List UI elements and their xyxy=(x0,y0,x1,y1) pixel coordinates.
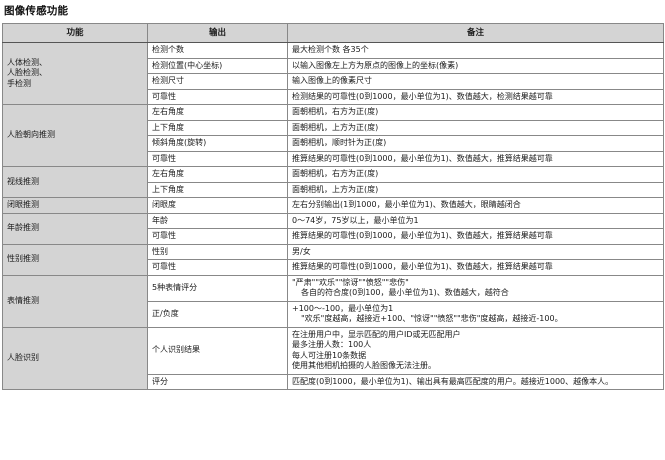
table-row: 性别推测 性别 男/女 xyxy=(2,243,664,276)
remark-cell: 在注册用户中，显示匹配的用户ID或无匹配用户 最多注册人数：100人 每人可注册10… xyxy=(287,326,664,375)
remark-cell: +100～-100，最小单位为1 "欢乐"度越高，越接近+100、"惊讶""愤怒"… xyxy=(287,300,664,328)
table-row: 年龄推测 年龄 0～74岁，75岁以上，最小单位为1 xyxy=(2,212,664,245)
column-header-output: 输出 xyxy=(147,23,288,43)
remark-line: +100～-100，最小单位为1 xyxy=(292,303,394,313)
table-row: 人脸识别 个人识别结果 在注册用户中，显示匹配的用户ID或无匹配用户 最多注册人数：1… xyxy=(2,326,664,390)
remark-line: 使用其他相机拍摄的人脸图像无法注册。 xyxy=(292,361,436,370)
output-cell: 正/负度 xyxy=(147,300,288,328)
output-cell: 上下角度 xyxy=(147,119,288,136)
output-cell: 可靠性 xyxy=(147,228,288,245)
table-row: 可靠性 检测结果的可靠性(0到1000，最小单位为1)、数值越大，检测结果越可靠 xyxy=(3,88,664,105)
table-row: 正/负度 +100～-100，最小单位为1 "欢乐"度越高，越接近+100、"惊讶"… xyxy=(3,300,664,328)
output-cell: 左右角度 xyxy=(147,104,288,121)
remark-cell: 左右分别输出(1到1000，最小单位为1)、数值越大，眼睛越闭合 xyxy=(287,197,664,214)
remark-cell: 推算结果的可靠性(0到1000，最小单位为1)、数值越大，推算结果越可靠 xyxy=(287,150,664,167)
function-cell: 人脸朝向推测 xyxy=(2,104,148,167)
output-cell: 个人识别结果 xyxy=(147,326,288,375)
remark-cell: "严肃""欢乐""惊讶""愤怒""悲伤" 各自的符合度(0到100，最小单位为1)… xyxy=(287,274,664,302)
output-cell: 检测尺寸 xyxy=(147,73,288,90)
remark-cell: 最大检测个数 各35个 xyxy=(287,42,664,59)
table-body: 人体检测、 人脸检测、 手检测 检测个数 最大检测个数 各35个 检测位置(中心坐标)… xyxy=(2,42,664,390)
table-row: 倾斜角度(旋转) 面朝相机，顺时针为正(度) xyxy=(3,135,664,152)
table-row: 检测位置(中心坐标) 以输入图像左上方为原点的图像上的坐标(像素) xyxy=(3,57,664,74)
remark-cell: 推算结果的可靠性(0到1000，最小单位为1)、数值越大，推算结果越可靠 xyxy=(287,228,664,245)
remark-cell: 0～74岁，75岁以上，最小单位为1 xyxy=(287,212,664,229)
output-cell: 可靠性 xyxy=(147,259,288,276)
remark-cell: 输入图像上的像素尺寸 xyxy=(287,73,664,90)
output-cell: 5种表情评分 xyxy=(147,274,288,302)
remark-cell: 以输入图像左上方为原点的图像上的坐标(像素) xyxy=(287,57,664,74)
column-header-remarks: 备注 xyxy=(287,23,664,43)
remark-line: 在注册用户中，显示匹配的用户ID或无匹配用户 xyxy=(292,329,461,339)
function-cell: 人体检测、 人脸检测、 手检测 xyxy=(2,42,148,105)
output-cell: 年龄 xyxy=(147,212,288,229)
remark-line: 每人可注册10条数据 xyxy=(292,350,367,360)
remark-cell: 匹配度(0到1000，最小单位为1)、输出具有最高匹配度的用户。越接近1000、… xyxy=(287,373,664,390)
output-cell: 可靠性 xyxy=(147,88,288,105)
remark-cell: 面朝相机，顺时针为正(度) xyxy=(287,135,664,152)
table-row: 闭眼推测 闭眼度 左右分别输出(1到1000，最小单位为1)、数值越大，眼睛越闭合 xyxy=(2,197,664,214)
remark-cell: 检测结果的可靠性(0到1000，最小单位为1)、数值越大，检测结果越可靠 xyxy=(287,88,664,105)
output-cell: 倾斜角度(旋转) xyxy=(147,135,288,152)
function-cell: 年龄推测 xyxy=(2,212,148,245)
output-cell: 左右角度 xyxy=(147,166,288,183)
function-cell: 视线推测 xyxy=(2,166,148,198)
output-cell: 闭眼度 xyxy=(147,197,288,214)
function-cell: 人脸识别 xyxy=(2,326,148,390)
image-sensing-function-table: 功能 输出 备注 人体检测、 人脸检测、 手检测 检测个数 最大检测个数 各35个检… xyxy=(2,23,664,390)
table-row: 上下角度 面朝相机，上方为正(度) xyxy=(3,119,664,136)
table-row: 人脸朝向推测 左右角度 面朝相机，右方为正(度) xyxy=(2,104,664,167)
remark-cell: 面朝相机，上方为正(度) xyxy=(287,119,664,136)
function-cell: 表情推测 xyxy=(2,274,148,328)
output-cell: 检测位置(中心坐标) xyxy=(147,57,288,74)
remark-cell: 推算结果的可靠性(0到1000，最小单位为1)、数值越大，推算结果越可靠 xyxy=(287,259,664,276)
output-cell: 性别 xyxy=(147,243,288,260)
function-cell: 闭眼推测 xyxy=(2,197,148,214)
table-header: 功能 输出 备注 xyxy=(2,23,664,43)
table-row: 可靠性 推算结果的可靠性(0到1000，最小单位为1)、数值越大，推算结果越可靠 xyxy=(3,150,664,167)
remark-line: 各自的符合度(0到100，最小单位为1)、数值越大，越符合 xyxy=(301,288,509,297)
function-cell: 性别推测 xyxy=(2,243,148,276)
output-cell: 检测个数 xyxy=(147,42,288,59)
table-row: 评分 匹配度(0到1000，最小单位为1)、输出具有最高匹配度的用户。越接近100… xyxy=(3,373,664,390)
remark-cell: 面朝相机，右方为正(度) xyxy=(287,104,664,121)
table-row: 表情推测 5种表情评分 "严肃""欢乐""惊讶""愤怒""悲伤" 各自的符合度(0到1… xyxy=(2,274,664,328)
table-row: 人体检测、 人脸检测、 手检测 检测个数 最大检测个数 各35个 xyxy=(2,42,664,105)
remark-cell: 面朝相机，右方为正(度) xyxy=(287,166,664,183)
table-header-row: 功能 输出 备注 xyxy=(2,23,664,43)
remark-line: "欢乐"度越高，越接近+100、"惊讶""愤怒""悲伤"度越高，越接近-100。 xyxy=(301,314,563,323)
remark-line: 最多注册人数：100人 xyxy=(292,340,372,349)
remark-line: "严肃""欢乐""惊讶""愤怒""悲伤" xyxy=(292,277,409,287)
remark-cell: 男/女 xyxy=(287,243,664,260)
remark-cell: 面朝相机，上方为正(度) xyxy=(287,181,664,198)
output-cell: 可靠性 xyxy=(147,150,288,167)
column-header-function: 功能 xyxy=(2,23,148,43)
output-cell: 上下角度 xyxy=(147,181,288,198)
table-row: 视线推测 左右角度 面朝相机，右方为正(度) xyxy=(2,166,664,198)
page-title: 图像传感功能 xyxy=(4,5,69,17)
output-cell: 评分 xyxy=(147,373,288,390)
table-row: 上下角度 面朝相机，上方为正(度) xyxy=(3,181,664,198)
table-row: 可靠性 推算结果的可靠性(0到1000，最小单位为1)、数值越大，推算结果越可靠 xyxy=(3,228,664,245)
